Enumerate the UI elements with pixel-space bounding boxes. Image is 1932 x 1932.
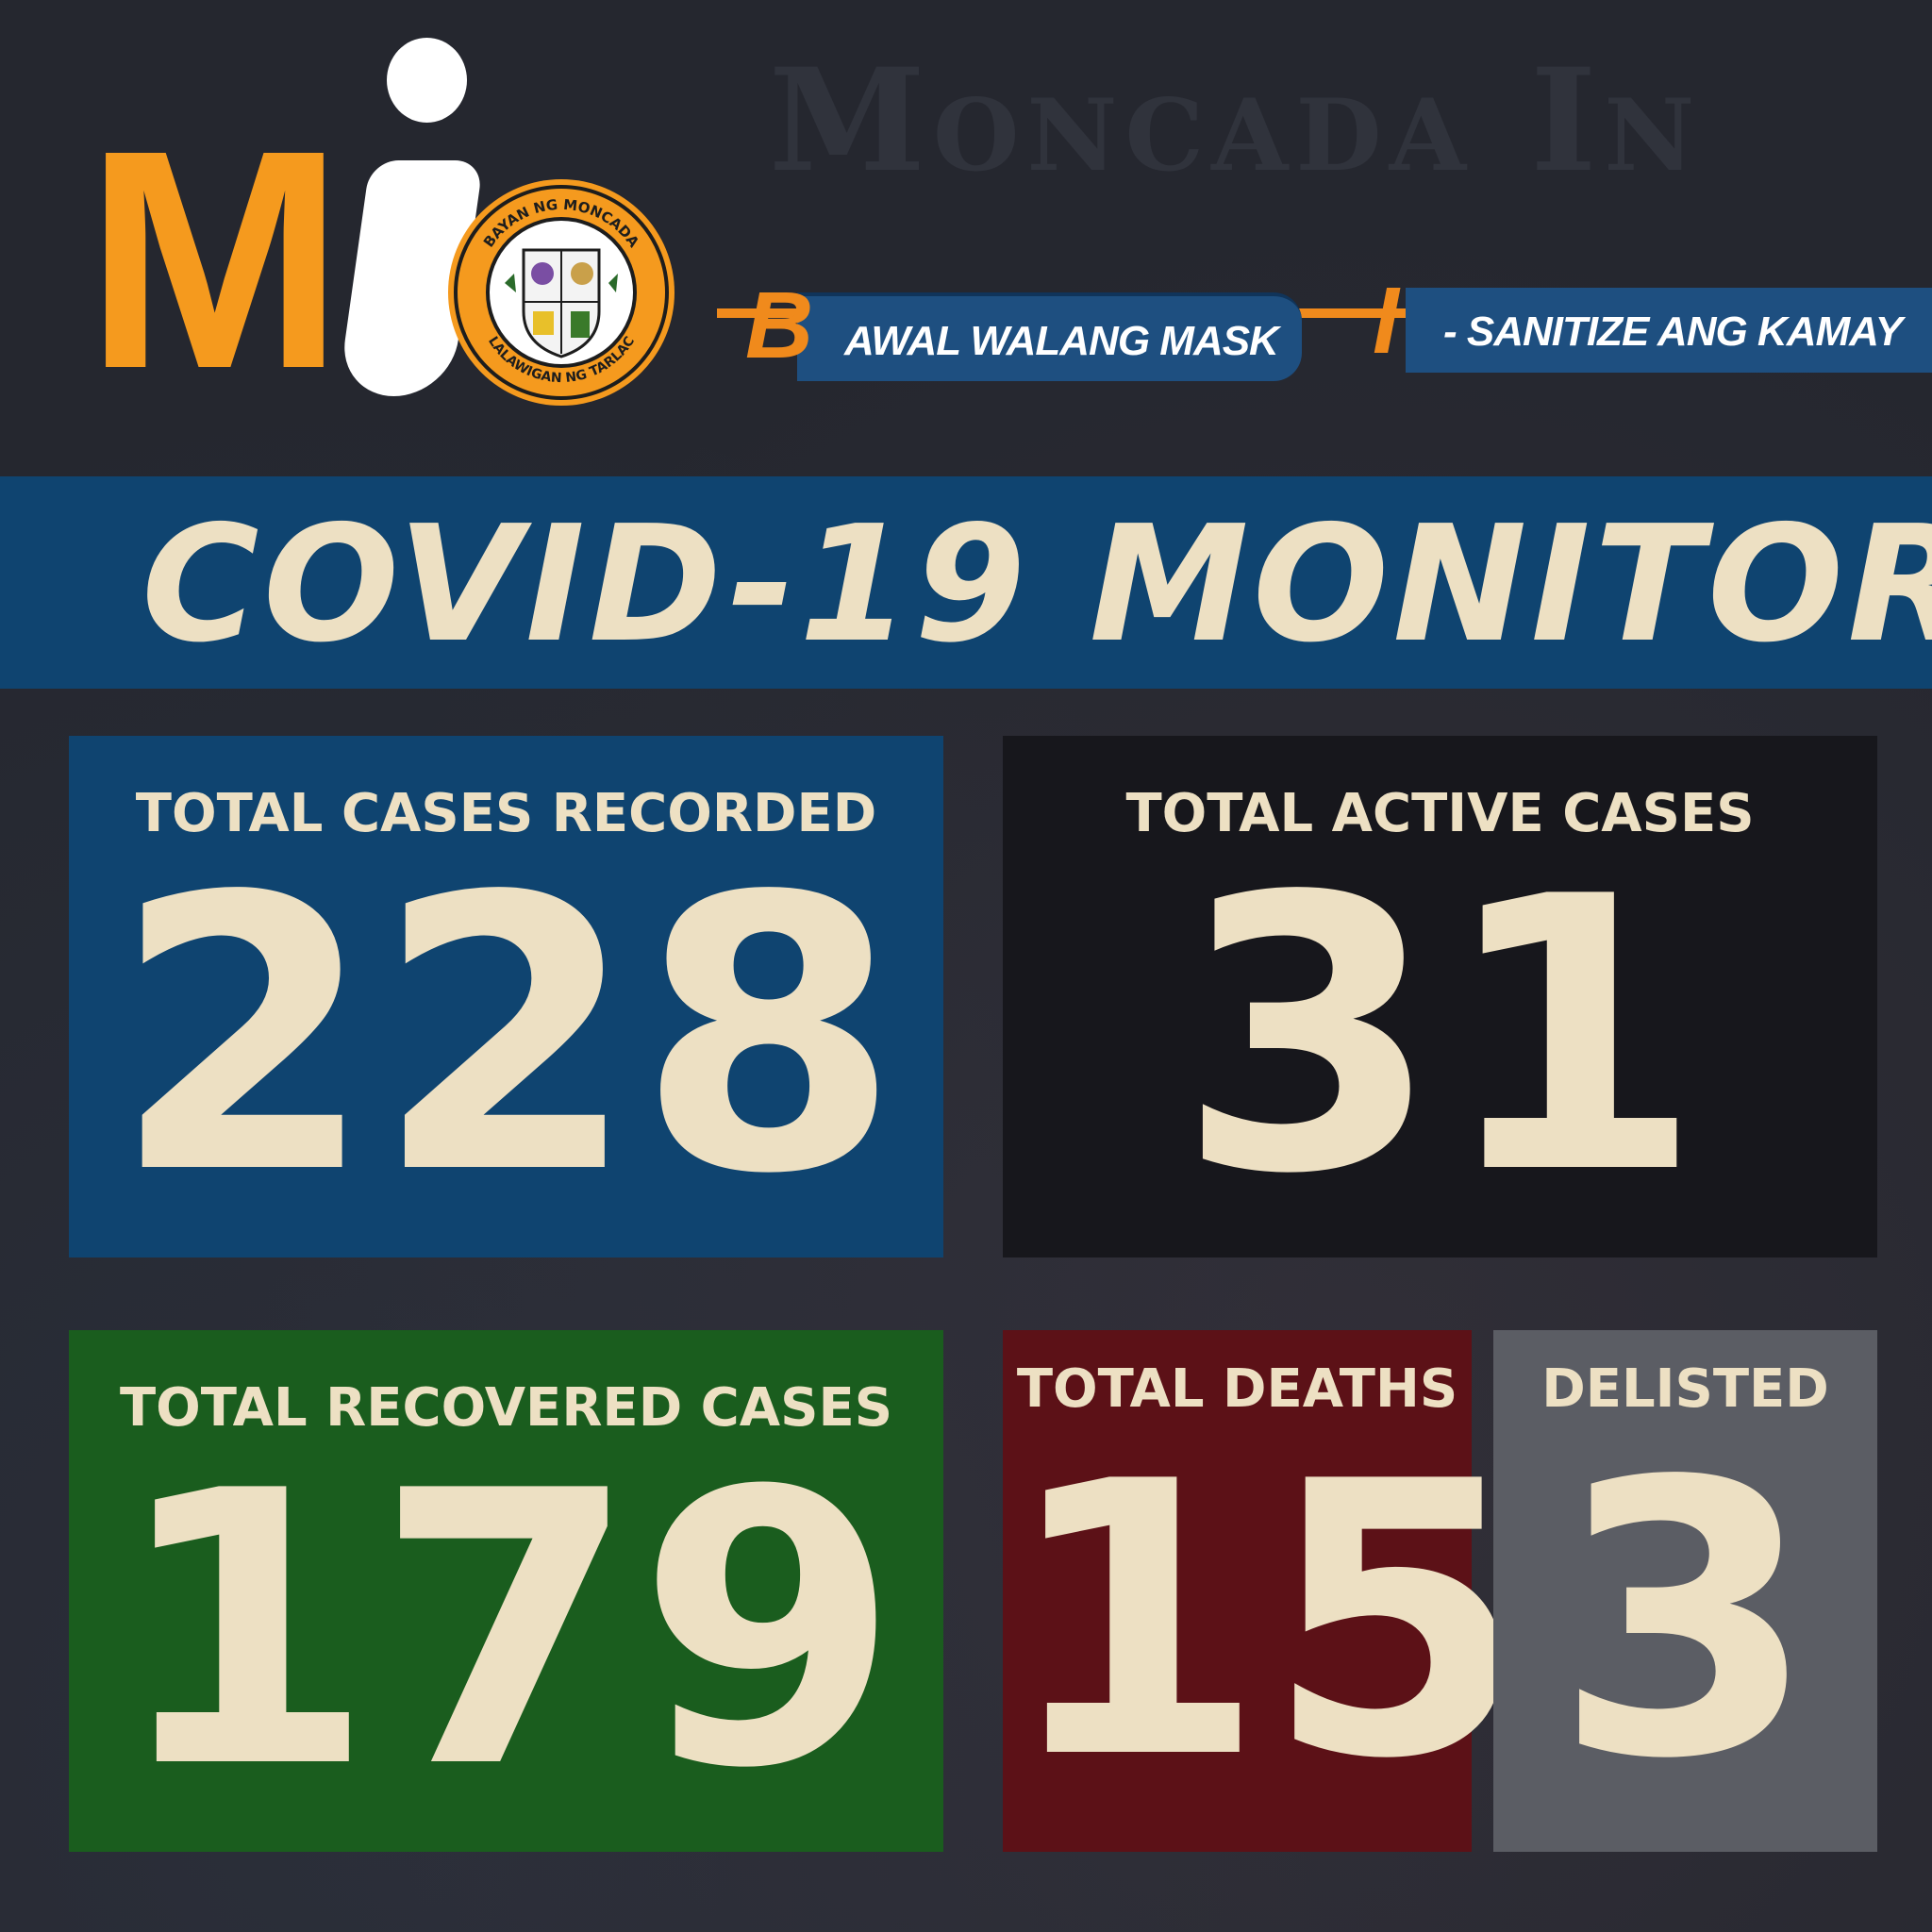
delisted-label: DELISTED xyxy=(1541,1358,1829,1420)
deaths-label: TOTAL DEATHS xyxy=(1016,1358,1458,1420)
slogan-pill-sanitize xyxy=(1406,288,1932,373)
slogan-divider-line xyxy=(717,308,1932,318)
delisted-card: DELISTED 3 xyxy=(1493,1330,1877,1852)
total-cases-label: TOTAL CASES RECORDED xyxy=(135,783,877,844)
logo-i-dot xyxy=(387,38,467,123)
deaths-value: 15 xyxy=(1003,1403,1528,1841)
mio-logo: M BAYAN NG MONCADA LALAWIGAN NG TARLAC xyxy=(85,38,689,434)
page-title: COVID-19 MONITOR xyxy=(142,491,1932,678)
slogan-text-sanitize: - SANITIZE ANG KAMAY xyxy=(1443,308,1903,355)
total-cases-value: 228 xyxy=(112,818,900,1257)
recovered-cases-label: TOTAL RECOVERED CASES xyxy=(119,1377,893,1439)
slogan-letter-i: I xyxy=(1373,268,1399,374)
recovered-cases-value: 179 xyxy=(112,1412,900,1851)
header-watermark-title: Moncada In xyxy=(769,38,1703,204)
active-cases-label: TOTAL ACTIVE CASES xyxy=(1125,783,1755,844)
logo-letter-m: M xyxy=(85,85,344,433)
slogan-letter-b: B xyxy=(745,273,814,378)
municipal-seal: BAYAN NG MONCADA LALAWIGAN NG TARLAC xyxy=(448,179,675,406)
slogan-text-mask: AWAL WALANG MASK xyxy=(844,318,1279,364)
delisted-value: 3 xyxy=(1554,1403,1817,1841)
deaths-card: TOTAL DEATHS 15 xyxy=(1003,1330,1528,1852)
title-banner: COVID-19 MONITOR xyxy=(0,476,1932,689)
total-cases-card: TOTAL CASES RECORDED 228 xyxy=(69,736,943,1257)
recovered-cases-card: TOTAL RECOVERED CASES 179 xyxy=(69,1330,943,1852)
active-cases-card: TOTAL ACTIVE CASES 31 xyxy=(1003,736,1877,1257)
slogan-pill-mask xyxy=(797,292,1302,381)
seal-emblem-icon: BAYAN NG MONCADA LALAWIGAN NG TARLAC xyxy=(454,185,669,400)
active-cases-value: 31 xyxy=(1177,818,1703,1257)
slogan-bar: B AWAL WALANG MASK I - SANITIZE ANG KAMA… xyxy=(717,250,1932,381)
